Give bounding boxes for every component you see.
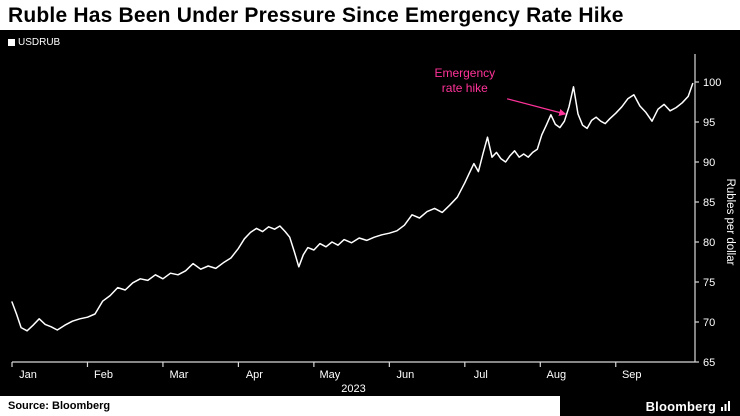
y-tick-label: 100 [703,77,721,89]
usdrub-line-chart: 65 70 75 80 85 90 95 100 Jan Feb Mar Apr May Jun Jul Au… [11,54,736,395]
y-tick-label: 90 [703,157,715,169]
x-tick-label: Aug [546,369,566,381]
source-label: Source: Bloomberg [8,400,111,412]
legend: USDRUB [8,37,60,48]
chart-title: Ruble Has Been Under Pressure Since Emer… [8,4,624,27]
legend-swatch-icon [8,39,15,46]
y-axis-title: Rubles per dollar [724,179,736,266]
x-tick-label: Sep [622,369,642,381]
chart-header: Ruble Has Been Under Pressure Since Emer… [0,0,740,30]
bloomberg-chart-icon [721,401,730,411]
annotation-text: Emergency [434,66,495,80]
y-tick-label: 95 [703,117,715,129]
legend-label: USDRUB [18,37,61,48]
y-tick-label: 80 [703,237,715,249]
x-tick-label: Apr [246,369,263,381]
y-tick-label: 70 [703,317,715,329]
footer: Source: Bloomberg Bloomberg [0,396,740,416]
y-tick-label: 85 [703,197,715,209]
x-tick-label: May [319,369,340,381]
x-tick-label: Jan [19,369,37,381]
y-tick-label: 65 [703,357,715,369]
x-tick-label: Feb [94,369,113,381]
annotation-text: rate hike [442,81,488,95]
bloomberg-wordmark: Bloomberg [645,398,716,414]
annotation-arrow [506,98,567,116]
x-tick-label: Mar [169,369,188,381]
x-tick-label: Jul [474,369,488,381]
x-tick-label: Jun [396,369,414,381]
x-axis-title: 2023 [341,383,365,395]
usdrub-price-line [11,82,694,332]
y-tick-label: 75 [703,277,715,289]
bloomberg-logo: Bloomberg [560,396,740,416]
chart-area: USDRUB 65 70 75 80 85 90 95 100 Jan Feb Mar Apr May J… [0,30,740,396]
